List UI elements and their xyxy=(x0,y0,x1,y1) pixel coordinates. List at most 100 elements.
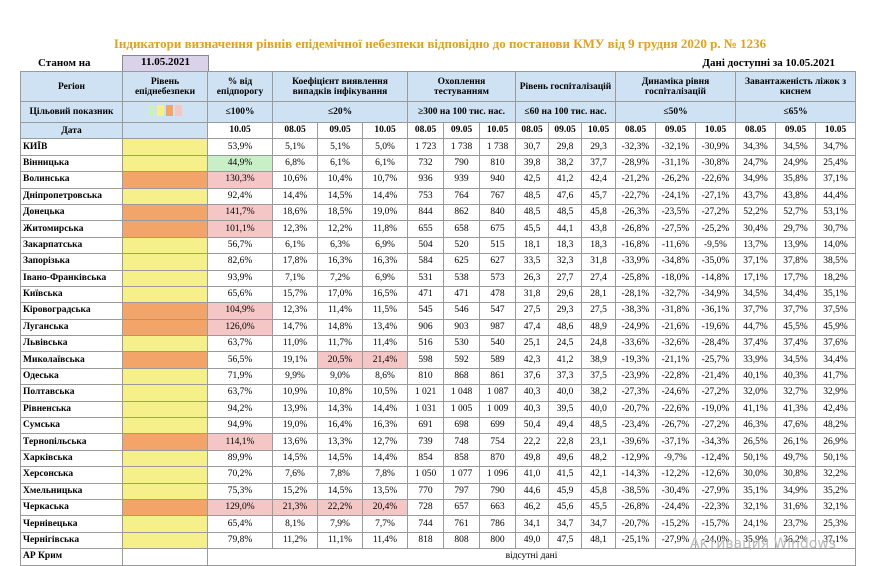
cell: 24,5 xyxy=(548,335,582,353)
cell: -22,7% xyxy=(615,187,656,205)
row: Сумська 94,9% 19,0% 16,4% 16,3% 691 698 699 50,4… xyxy=(20,417,856,435)
cell: 37,6% xyxy=(815,335,856,353)
cell: 114,1% xyxy=(207,433,273,451)
cell: 34,4% xyxy=(815,351,856,369)
date: 10.05 xyxy=(695,121,736,140)
region: Донецька xyxy=(20,203,123,222)
cell: 29,3 xyxy=(581,138,616,156)
cell: 43,8 xyxy=(581,220,616,238)
cell: 7,2% xyxy=(317,269,363,287)
cell: 23,7% xyxy=(775,515,816,533)
cell: 30,7 xyxy=(515,138,549,156)
cell: -27,2% xyxy=(695,203,736,222)
cell: 24,7% xyxy=(735,154,776,173)
cell: 584 xyxy=(407,253,444,271)
date: 09.05 xyxy=(317,121,363,140)
cell: 37,7% xyxy=(775,302,816,320)
cell: -34,3% xyxy=(695,433,736,451)
level xyxy=(122,154,208,173)
cell: 800 xyxy=(479,531,516,550)
watermark: Активация Windows xyxy=(690,536,837,552)
region: Рівненська xyxy=(20,400,123,419)
cell: 592 xyxy=(443,351,480,369)
cell: 11,2% xyxy=(272,531,318,550)
region: Тернопільська xyxy=(20,433,123,451)
cell: 8,6% xyxy=(362,367,408,386)
level xyxy=(122,384,208,402)
cell: 16,3% xyxy=(362,417,408,435)
cell: 48,5 xyxy=(548,203,582,222)
region: Миколаївська xyxy=(20,351,123,369)
cell: 24,9% xyxy=(775,154,816,173)
cell: 764 xyxy=(443,187,480,205)
date-label: Дата xyxy=(20,121,123,140)
level xyxy=(122,236,208,255)
cell: 14,0% xyxy=(815,236,856,255)
cell: 16,3% xyxy=(317,253,363,271)
cell: 6,8% xyxy=(272,154,318,173)
cell: 23,1 xyxy=(581,433,616,451)
cell: 45,8 xyxy=(581,482,616,500)
cell: 35,2% xyxy=(815,482,856,500)
cell: 1 009 xyxy=(479,400,516,419)
cell: 48,2 xyxy=(581,449,616,468)
cell: 34,9% xyxy=(735,171,776,189)
group-header: % від епідпорогу xyxy=(207,71,273,102)
cell: 40,1% xyxy=(735,367,776,386)
cell: -32,7% xyxy=(655,285,696,304)
cell: 10,6% xyxy=(272,171,318,189)
cell: 50,1% xyxy=(815,449,856,468)
cell: 5,1% xyxy=(317,138,363,156)
cell: 34,7 xyxy=(548,515,582,533)
cell: 93,9% xyxy=(207,269,273,287)
cell: 627 xyxy=(479,253,516,271)
cell: 753 xyxy=(407,187,444,205)
cell: 1 087 xyxy=(479,384,516,402)
cell: 63,7% xyxy=(207,384,273,402)
cell: -24,1% xyxy=(655,187,696,205)
region: Кіровоградська xyxy=(20,302,123,320)
cell: 45,7 xyxy=(581,187,616,205)
cell: 34,5% xyxy=(775,351,816,369)
level xyxy=(122,253,208,271)
level xyxy=(122,367,208,386)
row: Миколаївська 56,5% 19,1% 20,5% 21,4% 598 592 58… xyxy=(20,351,856,369)
cell: 29,7% xyxy=(775,220,816,238)
row: Запорізька 82,6% 17,8% 16,3% 16,3% 584 625 627 3… xyxy=(20,253,856,271)
cell: 14,5% xyxy=(317,449,363,468)
level xyxy=(122,285,208,304)
cell: 17,8% xyxy=(272,253,318,271)
cell: 1 048 xyxy=(443,384,480,402)
cell: 40,0 xyxy=(581,400,616,419)
cell: 44,6 xyxy=(515,482,549,500)
cell: 63,7% xyxy=(207,335,273,353)
cell: 744 xyxy=(407,515,444,533)
cell: 675 xyxy=(479,220,516,238)
cell: -11,6% xyxy=(655,236,696,255)
cell: -31,1% xyxy=(655,154,696,173)
cell: 658 xyxy=(443,220,480,238)
cell: 16,4% xyxy=(317,417,363,435)
cell: 26,3 xyxy=(515,269,549,287)
cell: 33,5 xyxy=(515,253,549,271)
cell: 18,1 xyxy=(515,236,549,255)
cell: 48,5 xyxy=(515,187,549,205)
cell: -15,2% xyxy=(655,515,696,533)
date: 08.05 xyxy=(735,121,776,140)
cell: 94,2% xyxy=(207,400,273,419)
cell: 18,3 xyxy=(581,236,616,255)
cell: 14,5% xyxy=(272,449,318,468)
cell: 28,1 xyxy=(581,285,616,304)
cell: 38,2 xyxy=(581,384,616,402)
cell: 540 xyxy=(479,335,516,353)
cell: 14,3% xyxy=(317,400,363,419)
cell: -25,2% xyxy=(695,220,736,238)
cell: 32,9% xyxy=(815,384,856,402)
as-of-label: Станом на xyxy=(38,57,91,69)
row: Дата 10.05 08.05 09.05 10.05 08.05 09.05 10.05 0… xyxy=(20,121,856,140)
cell: 699 xyxy=(479,417,516,435)
cell: 9,0% xyxy=(317,367,363,386)
cell: 48,5 xyxy=(515,203,549,222)
cell: 17,1% xyxy=(735,269,776,287)
cell: 42,5 xyxy=(515,171,549,189)
